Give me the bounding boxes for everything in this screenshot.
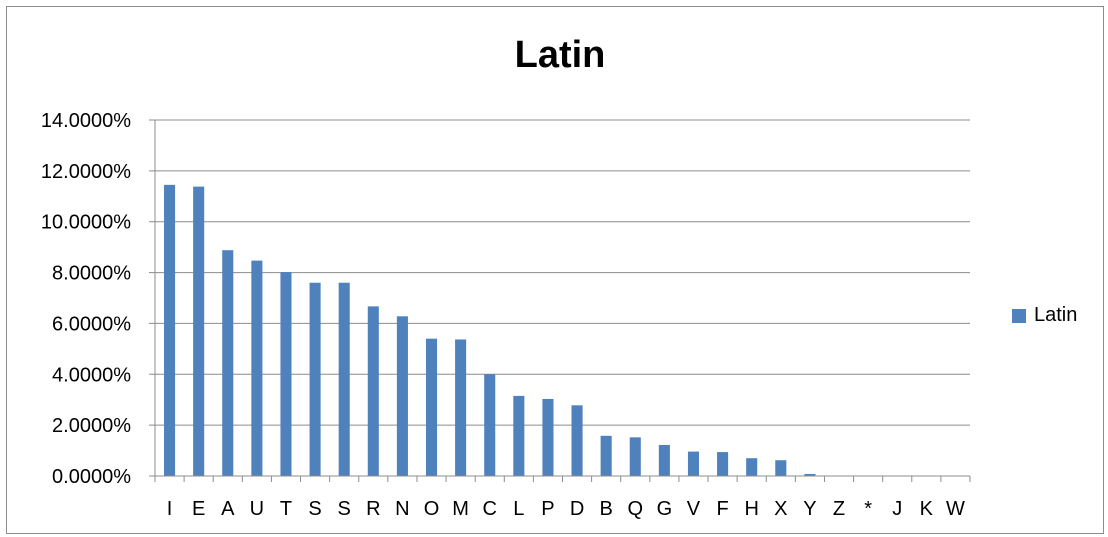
bar: [251, 260, 263, 476]
bar: [775, 460, 787, 476]
bar: [280, 272, 292, 476]
x-tick-label: M: [452, 498, 469, 520]
bar: [600, 435, 612, 476]
bar: [367, 306, 379, 476]
y-tick-label: 14.0000%: [41, 110, 131, 132]
x-tick-label: L: [513, 498, 524, 520]
x-tick-label: Z: [833, 498, 845, 520]
bar: [658, 444, 670, 476]
x-tick-label: J: [892, 498, 902, 520]
x-tick-label: S: [338, 498, 351, 520]
y-tick-label: 2.0000%: [52, 415, 131, 437]
legend: Latin: [1012, 304, 1077, 327]
x-tick-label: R: [366, 498, 380, 520]
y-tick-label: 0.0000%: [52, 466, 131, 488]
x-tick-label: P: [541, 498, 554, 520]
bar: [309, 282, 321, 476]
x-tick-label: E: [192, 498, 205, 520]
x-tick-label: *: [864, 498, 872, 520]
bar: [164, 184, 176, 477]
x-tick-label: V: [687, 498, 701, 520]
x-tick-label: O: [424, 498, 440, 520]
x-tick-label: H: [744, 498, 758, 520]
x-tick-label: K: [920, 498, 934, 520]
x-tick-label: S: [308, 498, 321, 520]
x-tick-label: A: [221, 498, 235, 520]
x-tick-label: W: [946, 498, 965, 520]
bar: [425, 338, 438, 476]
x-tick-label: C: [483, 498, 497, 520]
x-tick-label: G: [657, 498, 673, 520]
axes: [154, 120, 971, 482]
bar: [193, 186, 205, 476]
x-tick-label: D: [570, 498, 584, 520]
bar: [804, 473, 816, 476]
y-tick-labels: 0.0000% 2.0000% 4.0000% 6.0000% 8.0000% 10.00…: [41, 110, 131, 488]
y-tick-label: 6.0000%: [52, 313, 131, 335]
y-tick-label: 8.0000%: [52, 263, 131, 285]
bar: [513, 395, 525, 476]
bar: [717, 452, 729, 476]
x-tick-label: T: [280, 498, 292, 520]
bar: [338, 282, 350, 476]
bar: [222, 250, 234, 476]
x-tick-label: Y: [803, 498, 816, 520]
bar: [746, 458, 758, 476]
x-tick-label: Q: [627, 498, 643, 520]
bar: [687, 451, 700, 476]
legend-swatch: [1012, 308, 1026, 323]
x-tick-label: F: [716, 498, 728, 520]
x-tick-label: U: [250, 498, 264, 520]
x-tick-labels: I E A U T S S R N O M C L P D B Q G V F H X Y Z * J K W: [167, 498, 965, 520]
x-tick-label: B: [599, 498, 612, 520]
bar: [571, 405, 583, 476]
bar: [542, 398, 554, 476]
x-tick-label: N: [395, 498, 409, 520]
y-tick-label: 4.0000%: [52, 364, 131, 386]
x-tick-label: X: [774, 498, 787, 520]
chart-frame: [6, 6, 1104, 534]
legend-label: Latin: [1034, 304, 1078, 326]
bar: [484, 374, 496, 476]
bar: [455, 339, 467, 476]
bar: [396, 316, 408, 476]
y-tick-label: 10.0000%: [41, 212, 131, 234]
bars: [164, 184, 816, 477]
chart-title: Latin: [514, 34, 606, 76]
gridlines: [149, 119, 970, 477]
x-tick-label: I: [167, 498, 173, 520]
y-tick-label: 12.0000%: [41, 161, 131, 183]
bar: [629, 437, 641, 476]
